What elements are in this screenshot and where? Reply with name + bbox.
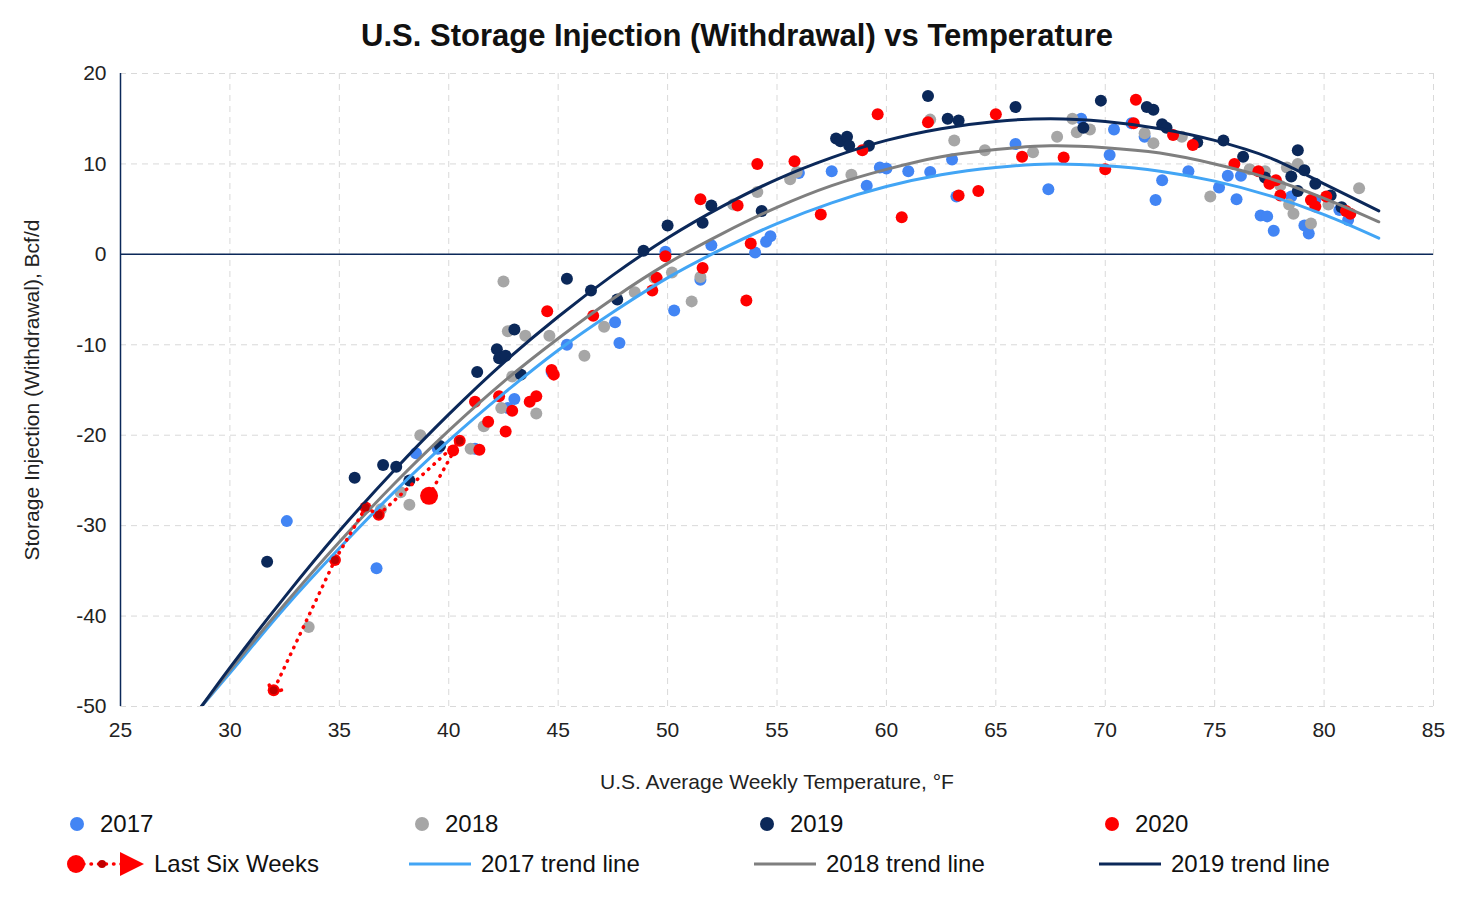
svg-text:Storage Injection (Withdrawal): Storage Injection (Withdrawal), Bcf/d [20,220,43,561]
html-text:U.S. Storage Injection (Withdr: U.S. Storage Injection (Withdrawal) vs T… [361,18,1113,53]
svg-text:80: 80 [1312,718,1335,741]
svg-text:30: 30 [218,718,241,741]
svg-text:65: 65 [984,718,1007,741]
html-text:2017 trend line: 2017 trend line [481,850,640,877]
svg-text:20: 20 [83,61,106,84]
svg-text:25: 25 [109,718,132,741]
svg-text:75: 75 [1203,718,1226,741]
svg-text:55: 55 [765,718,788,741]
svg-text:35: 35 [328,718,351,741]
svg-text:85: 85 [1422,718,1445,741]
svg-text:40: 40 [437,718,460,741]
svg-text:-40: -40 [76,604,106,627]
svg-text:50: 50 [656,718,679,741]
svg-text:60: 60 [875,718,898,741]
svg-text:-10: -10 [76,333,106,356]
svg-text:70: 70 [1094,718,1117,741]
html-text:2020: 2020 [1135,810,1189,837]
svg-text:10: 10 [83,152,106,175]
svg-text:45: 45 [546,718,569,741]
html-text:2018 trend line: 2018 trend line [826,850,985,877]
svg-text:U.S. Average Weekly Temperatur: U.S. Average Weekly Temperature, °F [600,770,954,793]
html-text:2019 trend line: 2019 trend line [1171,850,1330,877]
svg-text:0: 0 [95,242,107,265]
html-text:2018: 2018 [445,810,499,837]
svg-text:-30: -30 [76,513,106,536]
html-text:Last Six Weeks: Last Six Weeks [154,850,319,877]
svg-text:-50: -50 [76,694,106,717]
html-text:2019: 2019 [790,810,844,837]
html-text:2017: 2017 [100,810,154,837]
svg-text:-20: -20 [76,423,106,446]
